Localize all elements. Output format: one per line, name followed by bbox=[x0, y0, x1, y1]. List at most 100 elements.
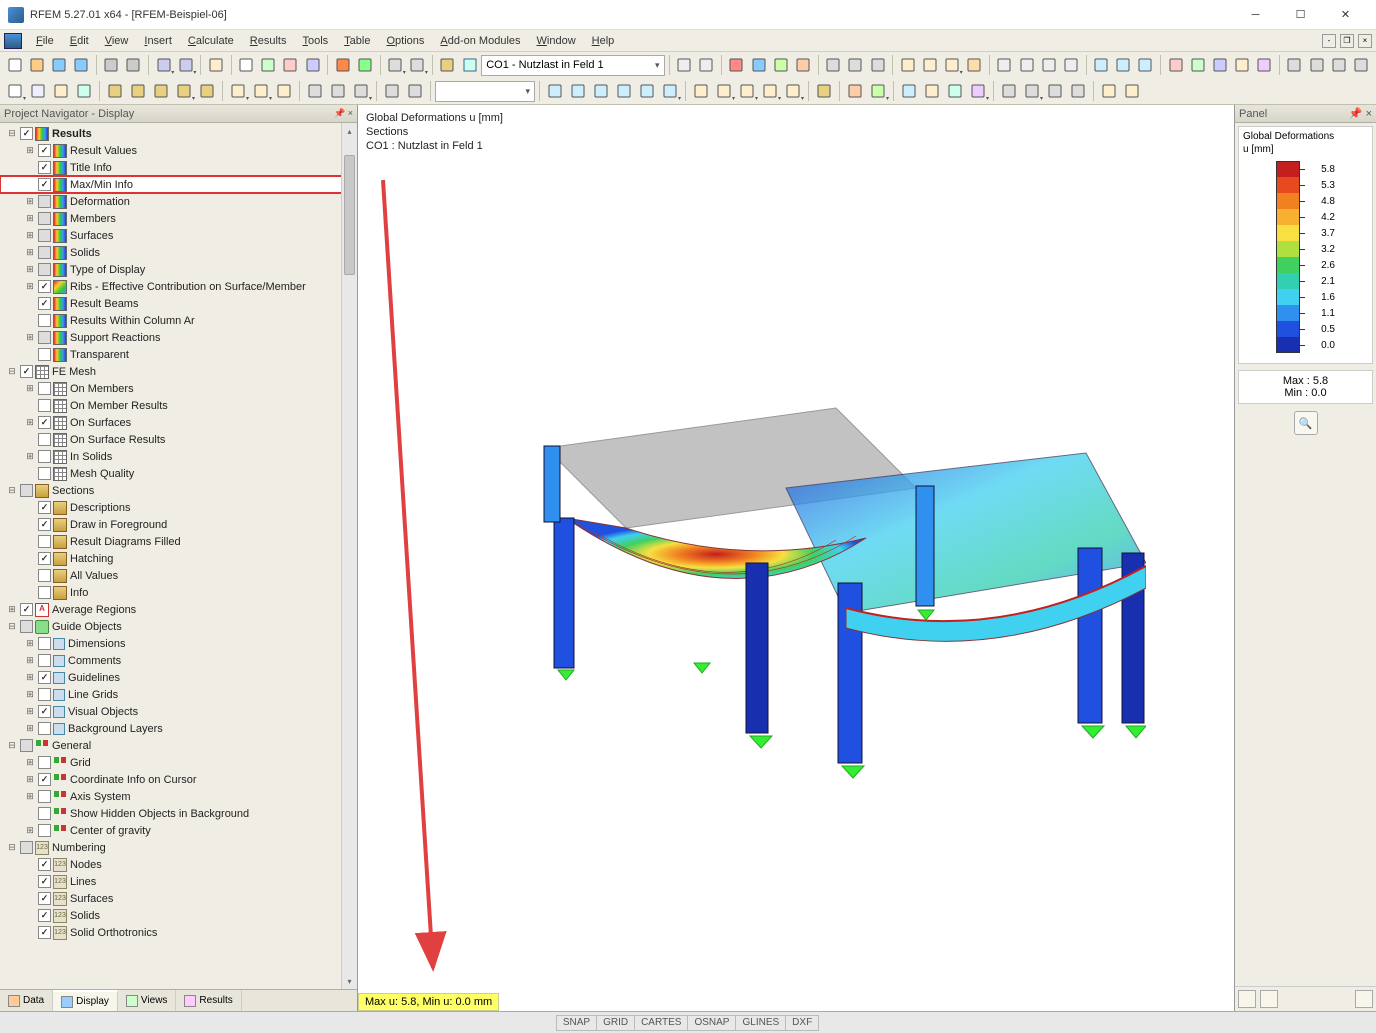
tree-scrollbar[interactable]: ▴▾ bbox=[341, 123, 357, 989]
tb2-n2[interactable]: ▾ bbox=[250, 80, 272, 102]
tree-item-lines[interactable]: Lines bbox=[0, 873, 357, 890]
expander-icon[interactable]: ⊞ bbox=[24, 655, 36, 667]
mdi-close-icon[interactable]: × bbox=[1358, 34, 1372, 48]
expander-icon[interactable]: ⊞ bbox=[24, 332, 36, 344]
menu-view[interactable]: View bbox=[97, 33, 137, 49]
tree-item-background-layers[interactable]: ⊞Background Layers bbox=[0, 720, 357, 737]
tree-item-max-min-info[interactable]: Max/Min Info bbox=[0, 176, 357, 193]
tree-item-solids[interactable]: Solids bbox=[0, 907, 357, 924]
expander-icon[interactable]: ⊞ bbox=[24, 281, 36, 293]
tb2-f4[interactable]: ▾ bbox=[759, 80, 781, 102]
checkbox[interactable] bbox=[20, 127, 33, 140]
tb2-h1[interactable] bbox=[1098, 80, 1120, 102]
tb-g2[interactable] bbox=[919, 54, 940, 76]
tree-item-all-values[interactable]: All Values bbox=[0, 567, 357, 584]
expander-icon[interactable]: ⊞ bbox=[24, 417, 36, 429]
tb-x3[interactable] bbox=[867, 54, 888, 76]
checkbox[interactable] bbox=[38, 773, 51, 786]
tree-item-type-of-display[interactable]: ⊞Type of Display bbox=[0, 261, 357, 278]
minimize-button[interactable]: ─ bbox=[1233, 1, 1278, 29]
tb-results[interactable] bbox=[354, 54, 375, 76]
navigator-tree[interactable]: ▴▾ ⊟Results⊞Result ValuesTitle InfoMax/M… bbox=[0, 123, 357, 989]
tb-g3[interactable]: ▾ bbox=[941, 54, 962, 76]
expander-icon[interactable]: ⊞ bbox=[24, 638, 36, 650]
checkbox[interactable] bbox=[20, 603, 33, 616]
expander-icon[interactable]: ⊞ bbox=[24, 791, 36, 803]
tree-item-on-members[interactable]: ⊞On Members bbox=[0, 380, 357, 397]
tb2-f3[interactable]: ▾ bbox=[736, 80, 758, 102]
checkbox[interactable] bbox=[38, 790, 51, 803]
tb-new[interactable] bbox=[4, 54, 25, 76]
tb-g4[interactable] bbox=[964, 54, 985, 76]
menu-options[interactable]: Options bbox=[378, 33, 432, 49]
tree-item-line-grids[interactable]: ⊞Line Grids bbox=[0, 686, 357, 703]
status-grid[interactable]: GRID bbox=[596, 1015, 635, 1031]
tb-move[interactable] bbox=[258, 54, 279, 76]
tree-item-support-reactions[interactable]: ⊞Support Reactions bbox=[0, 329, 357, 346]
tb2-transparent[interactable] bbox=[73, 80, 95, 102]
tree-item-result-values[interactable]: ⊞Result Values bbox=[0, 142, 357, 159]
nav-tab-results[interactable]: Results bbox=[176, 990, 241, 1011]
tree-item-average-regions[interactable]: ⊞Average Regions bbox=[0, 601, 357, 618]
checkbox[interactable] bbox=[20, 739, 33, 752]
checkbox[interactable] bbox=[38, 399, 51, 412]
checkbox[interactable] bbox=[38, 263, 51, 276]
tb-res2[interactable] bbox=[748, 54, 769, 76]
tb2-t2[interactable]: ▾ bbox=[1021, 80, 1043, 102]
tree-item-solid-orthotronics[interactable]: Solid Orthotronics bbox=[0, 924, 357, 941]
tree-item-show-hidden-objects-in-background[interactable]: Show Hidden Objects in Background bbox=[0, 805, 357, 822]
nav-tab-data[interactable]: Data bbox=[0, 990, 53, 1011]
tree-item-guidelines[interactable]: ⊞Guidelines bbox=[0, 669, 357, 686]
zoom-extents-button[interactable]: 🔍 bbox=[1294, 411, 1318, 435]
tb2-c5[interactable] bbox=[404, 80, 426, 102]
tb2-wireframe[interactable] bbox=[27, 80, 49, 102]
tb-m2[interactable] bbox=[1187, 54, 1208, 76]
tree-item-on-surface-results[interactable]: On Surface Results bbox=[0, 431, 357, 448]
tree-item-results[interactable]: ⊟Results bbox=[0, 125, 357, 142]
nav-tab-views[interactable]: Views bbox=[118, 990, 177, 1011]
tree-item-numbering[interactable]: ⊟Numbering bbox=[0, 839, 357, 856]
tb2-show[interactable]: ▾ bbox=[4, 80, 26, 102]
tb-x1[interactable] bbox=[823, 54, 844, 76]
tb2-f2[interactable]: ▾ bbox=[713, 80, 735, 102]
checkbox[interactable] bbox=[38, 246, 51, 259]
tb-s1[interactable] bbox=[994, 54, 1015, 76]
tree-item-axis-system[interactable]: ⊞Axis System bbox=[0, 788, 357, 805]
tree-item-deformation[interactable]: ⊞Deformation bbox=[0, 193, 357, 210]
tb-g1[interactable] bbox=[897, 54, 918, 76]
tree-item-mesh-quality[interactable]: Mesh Quality bbox=[0, 465, 357, 482]
checkbox[interactable] bbox=[38, 229, 51, 242]
tb-s4[interactable] bbox=[1060, 54, 1081, 76]
tb2-f1[interactable] bbox=[690, 80, 712, 102]
tb2-solid[interactable] bbox=[50, 80, 72, 102]
tb-v3[interactable] bbox=[1135, 54, 1156, 76]
checkbox[interactable] bbox=[38, 195, 51, 208]
checkbox[interactable] bbox=[38, 654, 51, 667]
tree-item-ribs-effective-contribution-on-surface-member[interactable]: ⊞Ribs - Effective Contribution on Surfac… bbox=[0, 278, 357, 295]
tb-undo[interactable]: ▾ bbox=[153, 54, 174, 76]
tb-prev[interactable] bbox=[674, 54, 695, 76]
checkbox[interactable] bbox=[38, 297, 51, 310]
panel-mode-3[interactable] bbox=[1355, 990, 1373, 1008]
tb-res4[interactable] bbox=[792, 54, 813, 76]
status-dxf[interactable]: DXF bbox=[785, 1015, 819, 1031]
viewport-3d[interactable]: Global Deformations u [mm]SectionsCO1 : … bbox=[358, 105, 1234, 1011]
expander-icon[interactable]: ⊞ bbox=[24, 706, 36, 718]
tb-res3[interactable] bbox=[770, 54, 791, 76]
tree-item-draw-in-foreground[interactable]: Draw in Foreground bbox=[0, 516, 357, 533]
checkbox[interactable] bbox=[38, 467, 51, 480]
checkbox[interactable] bbox=[38, 892, 51, 905]
menu-help[interactable]: Help bbox=[584, 33, 623, 49]
tb2-c1[interactable] bbox=[304, 80, 326, 102]
tb-display-mode[interactable]: ▾ bbox=[407, 54, 428, 76]
status-cartes[interactable]: CARTES bbox=[634, 1015, 688, 1031]
checkbox[interactable] bbox=[38, 433, 51, 446]
checkbox[interactable] bbox=[38, 722, 51, 735]
expander-icon[interactable]: ⊟ bbox=[6, 128, 18, 140]
checkbox[interactable] bbox=[38, 875, 51, 888]
tb2-p2[interactable] bbox=[921, 80, 943, 102]
tb-print[interactable] bbox=[101, 54, 122, 76]
expander-icon[interactable]: ⊞ bbox=[24, 196, 36, 208]
expander-icon[interactable]: ⊞ bbox=[24, 723, 36, 735]
tb2-a2[interactable]: ▾ bbox=[867, 80, 889, 102]
